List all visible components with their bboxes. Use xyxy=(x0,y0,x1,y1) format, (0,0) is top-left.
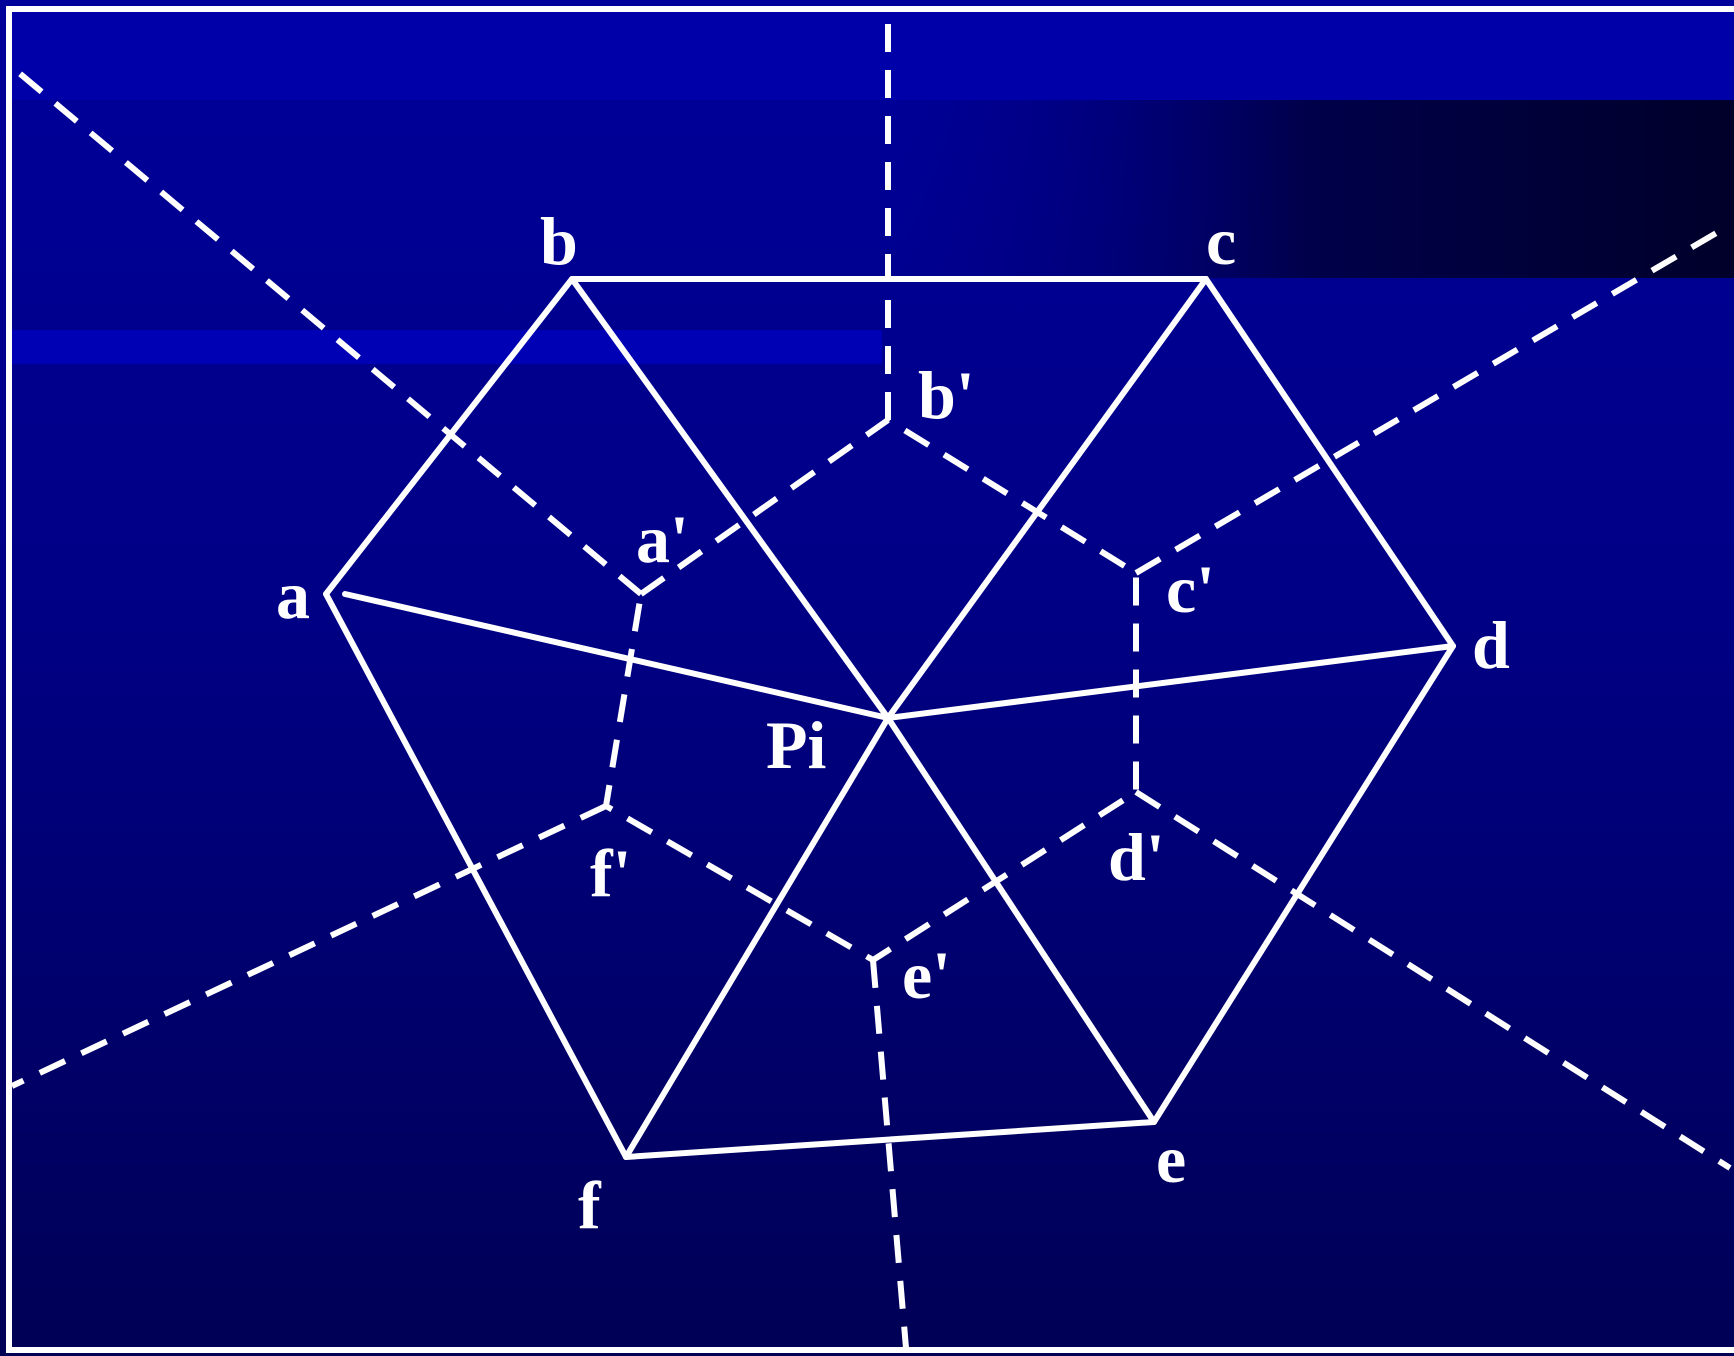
voronoi-ray-c-prime xyxy=(1134,222,1732,576)
label-a: a xyxy=(276,557,310,633)
label-c-prime: c' xyxy=(1166,551,1215,627)
edge-f-a xyxy=(323,591,629,1160)
label-d: d xyxy=(1472,607,1510,683)
label-b-prime: b' xyxy=(918,357,975,433)
label-e: e xyxy=(1156,1121,1186,1197)
top-band xyxy=(12,12,1734,100)
label-pi: Pi xyxy=(766,707,826,783)
voronoi-ray-d-prime xyxy=(1134,789,1732,1171)
edge-pi-e xyxy=(885,715,1157,1125)
outer-frame xyxy=(6,6,1734,1353)
label-e-prime: e' xyxy=(902,937,951,1013)
dark-band xyxy=(880,100,1734,278)
label-b: b xyxy=(540,203,578,279)
label-d-prime: d' xyxy=(1108,819,1165,895)
label-f-prime: f' xyxy=(590,835,632,911)
edge-pi-f xyxy=(623,715,891,1160)
edge-c-d xyxy=(1203,276,1456,649)
edge-d-e xyxy=(1151,643,1456,1125)
edge-pi-d xyxy=(885,643,1456,721)
label-a-prime: a' xyxy=(636,501,689,577)
highlight-band xyxy=(12,330,882,364)
voronoi-ray-e-prime xyxy=(870,959,909,1349)
edge-pi-a xyxy=(342,591,891,721)
label-f: f xyxy=(578,1167,602,1243)
edge-pi-b xyxy=(569,276,891,721)
voronoi-ray-f-prime xyxy=(10,803,608,1089)
edge-e-f xyxy=(623,1119,1157,1160)
edge-pi-c xyxy=(885,276,1209,721)
label-c: c xyxy=(1206,203,1236,279)
